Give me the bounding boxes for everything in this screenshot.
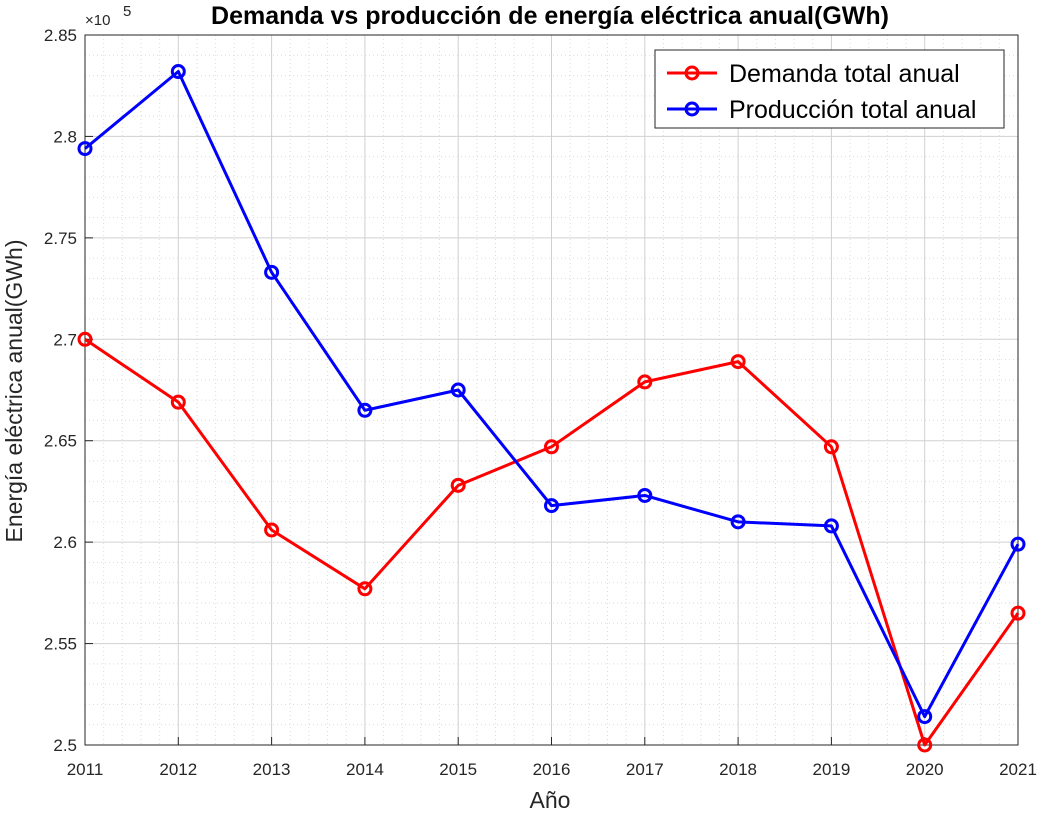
y-exponent: ×10 5 [85, 3, 131, 29]
data-point-demanda[interactable] [357, 581, 373, 597]
data-point-produccion[interactable] [823, 518, 839, 534]
series-line-produccion [84, 70, 1020, 719]
legend-label-produccion: Producción total anual [729, 96, 976, 124]
data-point-demanda[interactable] [170, 394, 186, 410]
data-point-produccion[interactable] [264, 264, 280, 280]
x-tick-label: 2015 [439, 760, 477, 779]
data-point-demanda[interactable] [730, 354, 746, 370]
data-point-produccion[interactable] [170, 64, 186, 80]
data-point-produccion[interactable] [77, 141, 93, 157]
data-point-demanda[interactable] [264, 522, 280, 538]
y-tick-label: 2.75 [44, 229, 77, 248]
x-tick-label: 2018 [719, 760, 757, 779]
data-point-demanda[interactable] [544, 439, 559, 455]
data-point-produccion[interactable] [917, 709, 933, 725]
y-axis-title: Energía eléctrica anual(GWh) [1, 240, 27, 543]
x-tick-label: 2016 [533, 760, 571, 779]
y-tick-label: 2.85 [44, 26, 77, 45]
legend-swatch-marker-produccion [684, 101, 700, 117]
chart-title: Demanda vs producción de energía eléctri… [211, 2, 889, 30]
data-point-demanda[interactable] [823, 439, 839, 455]
data-point-demanda[interactable] [637, 374, 653, 390]
y-exponent-base: ×10 [85, 12, 110, 29]
x-tick-label: 2014 [346, 760, 384, 779]
data-point-demanda[interactable] [450, 477, 466, 493]
legend: Demanda total anual Producción total anu… [654, 49, 1005, 129]
legend-swatch-marker-demanda [684, 65, 700, 81]
y-exponent-power: 5 [123, 3, 131, 20]
legend-entry-produccion[interactable]: Producción total anual [667, 96, 976, 124]
legend-box [654, 49, 1005, 129]
data-point-demanda[interactable] [77, 331, 93, 347]
y-tick-label: 2.8 [53, 127, 77, 146]
y-tick-label: 2.55 [44, 635, 77, 654]
x-axis-ticks: 2011 2012 2013 2014 2015 2016 2017 2018 2019 2020… [67, 737, 1037, 779]
series-layer [77, 64, 1026, 753]
legend-label-demanda: Demanda total anual [729, 60, 960, 88]
y-tick-label: 2.7 [53, 330, 77, 349]
y-tick-label: 2.65 [44, 432, 77, 451]
legend-entry-demanda[interactable]: Demanda total anual [667, 60, 960, 88]
x-tick-label: 2017 [626, 760, 664, 779]
x-axis-title: Año [530, 787, 571, 813]
data-point-produccion[interactable] [1010, 536, 1026, 552]
x-tick-label: 2019 [812, 760, 850, 779]
data-point-demanda[interactable] [1010, 605, 1026, 621]
y-tick-label: 2.6 [53, 533, 77, 552]
x-tick-label: 2011 [67, 760, 104, 779]
x-tick-label: 2013 [253, 760, 291, 779]
data-point-produccion[interactable] [544, 498, 559, 514]
data-point-produccion[interactable] [357, 402, 373, 418]
y-tick-label: 2.5 [53, 736, 77, 755]
data-point-produccion[interactable] [730, 514, 746, 530]
data-point-produccion[interactable] [637, 487, 653, 503]
x-tick-label: 2021 [999, 760, 1037, 779]
data-point-demanda[interactable] [917, 737, 933, 753]
series-line-demanda [84, 338, 1020, 747]
data-point-produccion[interactable] [450, 382, 466, 398]
x-tick-label: 2020 [906, 760, 944, 779]
y-axis-ticks: 2.5 2.55 2.6 2.65 2.7 2.75 2.8 2.85 [44, 26, 93, 755]
x-tick-label: 2012 [159, 760, 197, 779]
